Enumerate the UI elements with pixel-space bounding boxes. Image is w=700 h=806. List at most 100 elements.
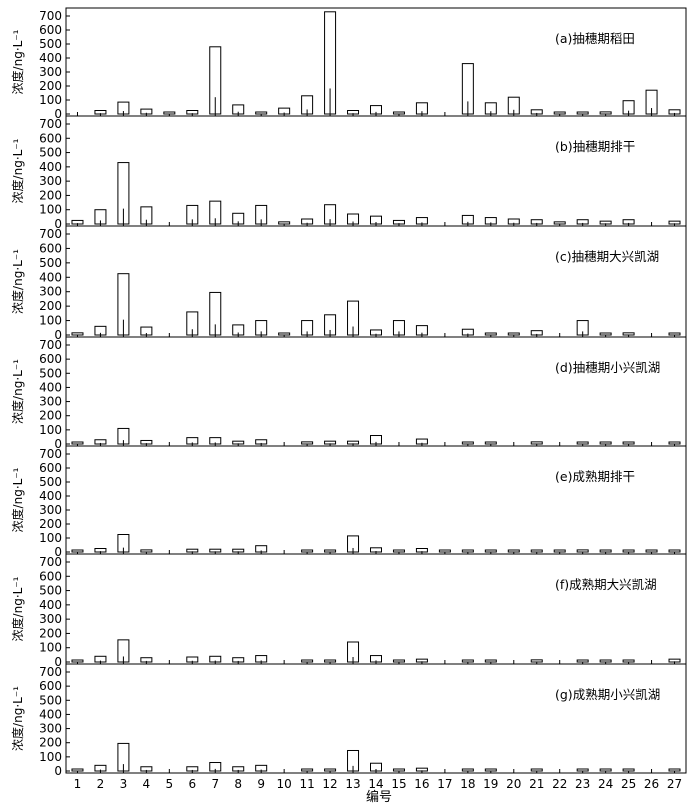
y-tick-label: 200 bbox=[39, 626, 62, 640]
panel-frame bbox=[65, 663, 687, 774]
y-tick-label: 500 bbox=[39, 366, 62, 380]
x-tick-label: 23 bbox=[575, 777, 590, 791]
panel-frame bbox=[65, 225, 687, 338]
y-tick-label: 200 bbox=[39, 79, 62, 93]
x-tick-label: 12 bbox=[322, 777, 337, 791]
x-tick-label: 25 bbox=[621, 777, 636, 791]
y-tick-label: 200 bbox=[39, 188, 62, 202]
panel-label: (c)抽穗期大兴凯湖 bbox=[555, 249, 659, 264]
y-tick-label: 0 bbox=[54, 437, 62, 451]
y-tick-label: 500 bbox=[39, 584, 62, 598]
y-tick-label: 400 bbox=[39, 51, 62, 65]
panel-label: (g)成熟期小兴凯湖 bbox=[555, 687, 660, 702]
x-tick-label: 13 bbox=[345, 777, 360, 791]
x-tick-label: 21 bbox=[529, 777, 544, 791]
x-tick-label: 20 bbox=[506, 777, 521, 791]
y-tick-label: 300 bbox=[39, 174, 62, 188]
y-tick-label: 300 bbox=[39, 503, 62, 517]
y-tick-label: 200 bbox=[39, 517, 62, 531]
y-tick-label: 700 bbox=[39, 338, 62, 352]
y-tick-label: 300 bbox=[39, 722, 62, 736]
panel-label: (b)抽穗期排干 bbox=[555, 139, 635, 154]
y-tick-label: 100 bbox=[39, 641, 62, 655]
y-tick-label: 0 bbox=[54, 545, 62, 559]
y-tick-label: 400 bbox=[39, 380, 62, 394]
y-axis-title: 浓度/ng·L⁻¹ bbox=[10, 138, 25, 203]
y-tick-label: 0 bbox=[54, 655, 62, 669]
panel-label: (d)抽穗期小兴凯湖 bbox=[555, 360, 660, 375]
x-tick-label: 19 bbox=[483, 777, 498, 791]
x-tick-label: 11 bbox=[299, 777, 314, 791]
y-tick-label: 700 bbox=[39, 555, 62, 569]
y-tick-label: 700 bbox=[39, 447, 62, 461]
x-axis-title: 编号 bbox=[366, 790, 392, 805]
y-tick-label: 600 bbox=[39, 352, 62, 366]
y-tick-label: 700 bbox=[39, 9, 62, 23]
panel-label: (f)成熟期大兴凯湖 bbox=[555, 577, 657, 592]
panel-frame bbox=[65, 445, 687, 555]
y-axis-title: 浓度/ng·L⁻¹ bbox=[10, 576, 25, 641]
panel-frame bbox=[65, 336, 687, 447]
x-tick-label: 3 bbox=[120, 777, 128, 791]
panel-label: (e)成熟期排干 bbox=[555, 469, 635, 484]
y-tick-label: 300 bbox=[39, 612, 62, 626]
y-tick-label: 600 bbox=[39, 241, 62, 255]
x-tick-label: 15 bbox=[391, 777, 406, 791]
y-tick-label: 400 bbox=[39, 160, 62, 174]
x-tick-label: 22 bbox=[552, 777, 567, 791]
y-tick-label: 700 bbox=[39, 227, 62, 241]
y-tick-label: 400 bbox=[39, 270, 62, 284]
y-tick-label: 500 bbox=[39, 37, 62, 51]
panel-label: (a)抽穗期稻田 bbox=[555, 31, 635, 46]
y-tick-label: 0 bbox=[54, 328, 62, 342]
y-tick-label: 600 bbox=[39, 131, 62, 145]
x-tick-label: 6 bbox=[188, 777, 196, 791]
x-tick-label: 26 bbox=[644, 777, 659, 791]
x-tick-label: 7 bbox=[211, 777, 219, 791]
x-tick-label: 24 bbox=[598, 777, 613, 791]
x-tick-label: 18 bbox=[460, 777, 475, 791]
y-tick-label: 300 bbox=[39, 395, 62, 409]
y-tick-label: 600 bbox=[39, 23, 62, 37]
x-tick-label: 8 bbox=[234, 777, 242, 791]
y-tick-label: 100 bbox=[39, 750, 62, 764]
y-tick-label: 100 bbox=[39, 93, 62, 107]
y-tick-label: 700 bbox=[39, 665, 62, 679]
y-tick-label: 200 bbox=[39, 299, 62, 313]
y-tick-label: 400 bbox=[39, 489, 62, 503]
panel-frame bbox=[65, 7, 687, 117]
x-tick-label: 16 bbox=[414, 777, 429, 791]
y-tick-label: 100 bbox=[39, 423, 62, 437]
y-tick-label: 500 bbox=[39, 256, 62, 270]
y-axis-title: 浓度/ng·L⁻¹ bbox=[10, 467, 25, 532]
y-tick-label: 400 bbox=[39, 598, 62, 612]
y-tick-label: 500 bbox=[39, 146, 62, 160]
y-axis-title: 浓度/ng·L⁻¹ bbox=[10, 249, 25, 314]
y-tick-label: 0 bbox=[54, 217, 62, 231]
x-tick-label: 17 bbox=[437, 777, 452, 791]
x-tick-label: 4 bbox=[143, 777, 151, 791]
panel-frame bbox=[65, 115, 687, 227]
y-tick-label: 500 bbox=[39, 693, 62, 707]
y-tick-label: 600 bbox=[39, 679, 62, 693]
y-tick-label: 100 bbox=[39, 203, 62, 217]
y-tick-label: 100 bbox=[39, 531, 62, 545]
y-tick-label: 600 bbox=[39, 569, 62, 583]
x-tick-label: 27 bbox=[667, 777, 682, 791]
x-tick-label: 10 bbox=[277, 777, 292, 791]
y-tick-label: 100 bbox=[39, 314, 62, 328]
x-tick-label: 5 bbox=[166, 777, 174, 791]
y-tick-label: 0 bbox=[54, 764, 62, 778]
y-axis-title: 浓度/ng·L⁻¹ bbox=[10, 686, 25, 751]
y-tick-label: 200 bbox=[39, 736, 62, 750]
y-tick-label: 200 bbox=[39, 409, 62, 423]
y-axis-title: 浓度/ng·L⁻¹ bbox=[10, 29, 25, 94]
y-tick-label: 400 bbox=[39, 707, 62, 721]
y-tick-label: 700 bbox=[39, 117, 62, 131]
x-tick-label: 9 bbox=[257, 777, 265, 791]
y-tick-label: 300 bbox=[39, 285, 62, 299]
x-tick-label: 2 bbox=[97, 777, 105, 791]
panel-frame bbox=[65, 553, 687, 665]
x-tick-label: 1 bbox=[74, 777, 82, 791]
